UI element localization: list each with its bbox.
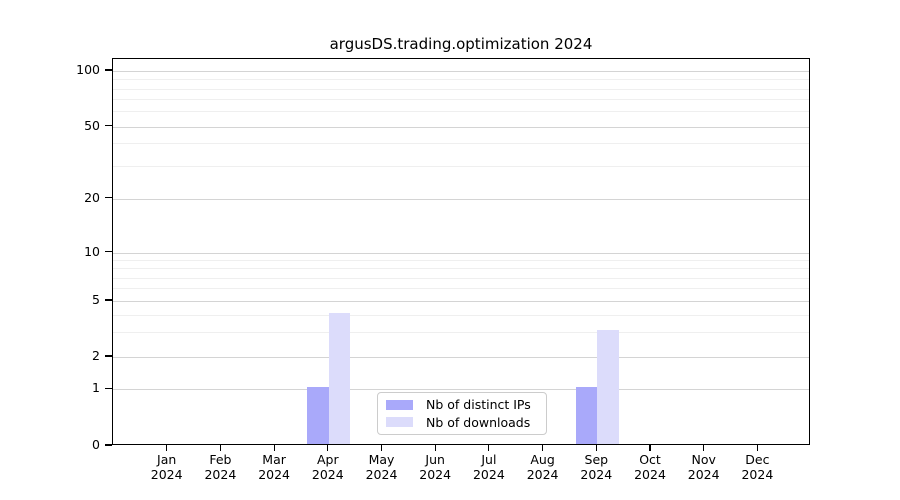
x-tick-mark xyxy=(327,445,329,451)
minor-gridline xyxy=(113,332,809,334)
minor-gridline xyxy=(113,111,809,113)
y-tick-mark xyxy=(105,69,112,71)
x-tick-label-month: Apr xyxy=(316,452,339,467)
x-tick-label-month: Jun xyxy=(425,452,445,467)
x-tick-mark xyxy=(756,445,758,451)
legend: Nb of distinct IPs Nb of downloads xyxy=(377,392,547,435)
x-tick-label-year: 2024 xyxy=(741,467,774,482)
y-tick-label: 2 xyxy=(92,348,100,363)
minor-gridline xyxy=(113,260,809,261)
chart-title: argusDS.trading.optimization 2024 xyxy=(329,35,593,53)
minor-gridline xyxy=(113,268,809,270)
y-tick-label: 1 xyxy=(92,380,100,396)
x-tick-mark xyxy=(703,445,705,451)
major-gridline xyxy=(113,71,809,72)
x-tick-label-month: Dec xyxy=(745,452,770,467)
minor-gridline xyxy=(113,79,809,81)
x-tick-label-year: 2024 xyxy=(311,467,344,482)
x-tick-label-year: 2024 xyxy=(204,467,237,482)
major-gridline xyxy=(113,357,809,358)
x-tick-label: May 2024 xyxy=(350,452,414,482)
x-tick-label-year: 2024 xyxy=(526,467,559,482)
y-tick-mark xyxy=(105,444,112,446)
y-tick-label: 20 xyxy=(84,189,100,205)
y-tick-mark xyxy=(105,197,112,199)
major-gridline xyxy=(113,126,809,128)
x-tick-label: Sep 2024 xyxy=(564,452,628,482)
major-gridline xyxy=(113,389,809,391)
x-tick-label-year: 2024 xyxy=(258,467,290,482)
x-tick-label-month: Jan xyxy=(157,452,177,467)
x-tick-label-year: 2024 xyxy=(365,467,398,482)
x-tick-label-month: Jul xyxy=(481,452,497,467)
y-tick-label: 0 xyxy=(92,437,100,452)
x-tick-label-month: May xyxy=(368,452,395,467)
x-tick-label-year: 2024 xyxy=(472,467,505,482)
x-tick-label: Jul 2024 xyxy=(457,452,521,482)
x-tick-mark xyxy=(542,445,544,451)
y-tick-mark xyxy=(105,387,112,389)
x-tick-label-month: Oct xyxy=(639,452,661,467)
minor-gridline xyxy=(113,166,809,167)
legend-entry: Nb of downloads xyxy=(386,415,538,430)
x-tick-label: Feb 2024 xyxy=(188,452,252,482)
y-tick-mark xyxy=(105,355,112,357)
x-tick-label-month: Mar xyxy=(262,452,286,467)
x-tick-label-month: Nov xyxy=(691,452,716,467)
x-tick-label: Jun 2024 xyxy=(403,452,467,482)
minor-gridline xyxy=(113,143,809,145)
x-tick-mark xyxy=(488,445,490,451)
legend-swatch xyxy=(386,417,413,428)
legend-swatch xyxy=(386,399,413,410)
y-tick-mark xyxy=(105,299,112,301)
x-tick-mark xyxy=(166,445,168,451)
x-tick-label-year: 2024 xyxy=(150,467,183,482)
plot-area xyxy=(112,58,810,445)
x-tick-mark xyxy=(273,445,275,451)
x-tick-label: Nov 2024 xyxy=(672,452,736,482)
x-tick-label-year: 2024 xyxy=(687,467,720,482)
x-tick-label: Mar 2024 xyxy=(242,452,306,482)
x-tick-label: Aug 2024 xyxy=(511,452,575,482)
x-tick-label: Dec 2024 xyxy=(725,452,789,482)
bar-downloads xyxy=(597,330,619,444)
x-tick-label: Jan 2024 xyxy=(135,452,199,482)
bar-distinct-ips xyxy=(575,387,598,444)
y-tick-mark xyxy=(105,251,112,253)
y-tick-label: 10 xyxy=(84,243,100,259)
x-tick-label-month: Sep xyxy=(584,452,609,467)
major-gridline xyxy=(113,198,809,200)
x-tick-label-year: 2024 xyxy=(419,467,452,482)
x-tick-label-year: 2024 xyxy=(634,467,666,482)
y-tick-label: 50 xyxy=(84,117,100,133)
x-tick-label-month: Feb xyxy=(209,452,232,467)
x-tick-mark xyxy=(649,445,651,451)
x-tick-label-month: Aug xyxy=(530,452,555,467)
x-tick-label: Apr 2024 xyxy=(296,452,360,482)
x-tick-mark xyxy=(219,445,221,451)
x-tick-label: Oct 2024 xyxy=(618,452,682,482)
x-tick-mark xyxy=(380,445,383,451)
major-gridline xyxy=(113,252,809,254)
x-tick-label-year: 2024 xyxy=(580,467,613,482)
minor-gridline xyxy=(113,288,809,290)
legend-entry: Nb of distinct IPs xyxy=(386,397,538,412)
major-gridline xyxy=(113,301,809,302)
legend-label: Nb of distinct IPs xyxy=(426,397,531,413)
y-tick-label: 5 xyxy=(92,292,100,307)
bar-distinct-ips xyxy=(307,387,329,444)
minor-gridline xyxy=(113,314,809,316)
minor-gridline xyxy=(113,277,809,279)
minor-gridline xyxy=(113,99,809,101)
x-tick-mark xyxy=(434,445,436,451)
legend-label: Nb of downloads xyxy=(426,414,531,430)
minor-gridline xyxy=(113,88,809,90)
bar-downloads xyxy=(328,312,351,444)
y-tick-mark xyxy=(105,125,112,127)
y-tick-label: 100 xyxy=(76,62,100,77)
x-tick-mark xyxy=(595,445,597,451)
